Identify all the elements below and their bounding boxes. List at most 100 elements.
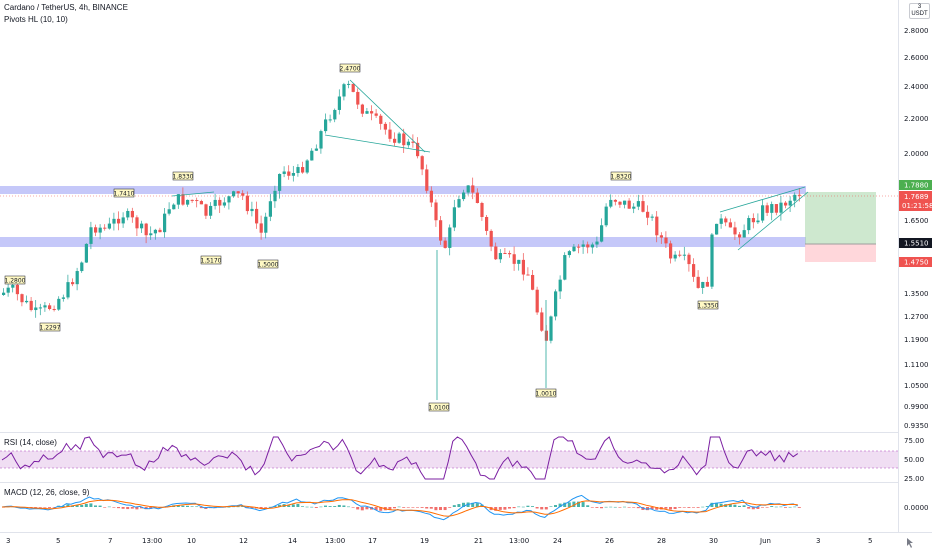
candle-body bbox=[632, 206, 636, 209]
svg-text:1.7880: 1.7880 bbox=[904, 182, 929, 190]
macd-bar bbox=[38, 507, 42, 508]
candle-body bbox=[457, 199, 461, 208]
macd-bar bbox=[199, 507, 203, 509]
candle-body bbox=[646, 211, 650, 218]
macd-bar bbox=[669, 507, 672, 510]
macd-label[interactable]: MACD (12, 26, close, 9) bbox=[4, 488, 90, 497]
candle-body bbox=[577, 246, 581, 248]
macd-bar bbox=[52, 507, 56, 508]
svg-text:0.9350: 0.9350 bbox=[904, 422, 929, 430]
time-axis[interactable]: 3 5 7 13:00 10 12 14 13:00 17 19 21 13:0… bbox=[6, 537, 872, 545]
macd-bar bbox=[770, 506, 774, 507]
macd-bar bbox=[84, 503, 88, 507]
candle-body bbox=[397, 133, 401, 143]
currency-badge[interactable]: 3 USDT bbox=[909, 3, 930, 19]
macd-bar bbox=[728, 504, 732, 507]
svg-text:1.8330: 1.8330 bbox=[173, 174, 194, 181]
candle-body bbox=[149, 233, 153, 236]
macd-bar bbox=[80, 504, 84, 507]
candle-body bbox=[797, 194, 801, 196]
candle-body bbox=[144, 223, 148, 236]
rsi-label[interactable]: RSI (14, close) bbox=[4, 438, 57, 447]
macd-bar bbox=[135, 507, 139, 510]
candle-body bbox=[66, 282, 70, 298]
macd-bar bbox=[374, 507, 378, 511]
svg-text:1.1100: 1.1100 bbox=[904, 361, 929, 369]
candle-body bbox=[724, 218, 728, 223]
candle-body bbox=[273, 190, 277, 202]
pivot-high-label: 1.7410 bbox=[114, 188, 135, 198]
macd-bar bbox=[328, 506, 332, 507]
svg-text:0.9900: 0.9900 bbox=[904, 403, 929, 411]
macd-bar bbox=[287, 505, 291, 507]
candle-body bbox=[222, 202, 226, 206]
macd-bar bbox=[503, 507, 507, 510]
candle-body bbox=[319, 131, 323, 149]
candle-body bbox=[360, 104, 364, 114]
macd-bar bbox=[544, 507, 548, 510]
candle-body bbox=[117, 218, 121, 224]
macd-bar bbox=[388, 507, 392, 510]
long-position-stop[interactable] bbox=[805, 244, 876, 262]
pivot-high-label: 1.8330 bbox=[173, 171, 194, 181]
candle-body bbox=[751, 218, 755, 223]
macd-bar bbox=[600, 507, 603, 509]
macd-bar bbox=[457, 504, 461, 507]
candle-body bbox=[158, 229, 162, 233]
cursor-icon[interactable] bbox=[907, 538, 913, 548]
candle-body bbox=[181, 194, 185, 205]
svg-text:1.3350: 1.3350 bbox=[698, 303, 719, 310]
indicator-label[interactable]: Pivots HL (10, 10) bbox=[4, 15, 68, 24]
pivot-high-label: 1.2800 bbox=[5, 275, 26, 285]
pivot-low-label: 1.5170 bbox=[201, 255, 222, 265]
macd-bar bbox=[337, 504, 341, 507]
candle-body bbox=[480, 202, 484, 217]
price-axis[interactable]: 2.8000 2.6000 2.4000 2.2000 2.0000 1.650… bbox=[899, 27, 932, 430]
macd-bar bbox=[393, 507, 396, 509]
macd-bar bbox=[397, 506, 401, 508]
candle-body bbox=[595, 241, 599, 245]
macd-bar bbox=[480, 504, 484, 507]
candle-body bbox=[761, 205, 765, 221]
candle-body bbox=[705, 281, 709, 287]
svg-text:0.0000: 0.0000 bbox=[904, 504, 929, 512]
macd-bar bbox=[379, 507, 383, 511]
svg-text:2.8000: 2.8000 bbox=[904, 27, 929, 35]
candle-body bbox=[2, 292, 6, 295]
svg-text:12: 12 bbox=[239, 537, 248, 545]
macd-bar bbox=[402, 507, 406, 508]
candle-body bbox=[75, 271, 79, 285]
macd-bar bbox=[475, 503, 479, 507]
svg-text:30: 30 bbox=[709, 537, 718, 545]
svg-text:1.0100: 1.0100 bbox=[429, 405, 450, 412]
macd-bar bbox=[554, 505, 557, 507]
candle-body bbox=[268, 201, 272, 217]
support-zone[interactable] bbox=[0, 237, 806, 247]
rsi-pane[interactable]: 75.00 50.00 25.00 bbox=[0, 436, 924, 483]
trendlines[interactable] bbox=[171, 79, 809, 251]
long-position-target[interactable] bbox=[805, 192, 876, 244]
pivot-low-label: 1.2297 bbox=[40, 322, 61, 332]
candle-body bbox=[586, 244, 590, 248]
macd-bar bbox=[521, 506, 525, 508]
svg-text:1.4750: 1.4750 bbox=[904, 259, 929, 267]
svg-text:Jun: Jun bbox=[759, 537, 771, 545]
candle-body bbox=[310, 150, 314, 161]
macd-pane[interactable]: 0.0000 bbox=[1, 494, 929, 521]
macd-bar bbox=[664, 507, 668, 509]
svg-text:19: 19 bbox=[420, 537, 429, 545]
svg-text:13:00: 13:00 bbox=[509, 537, 529, 545]
svg-text:28: 28 bbox=[657, 537, 666, 545]
candle-body bbox=[218, 199, 222, 206]
svg-text:1.0500: 1.0500 bbox=[904, 382, 929, 390]
candles[interactable] bbox=[2, 80, 801, 400]
candle-body bbox=[692, 264, 696, 277]
macd-bar bbox=[264, 507, 268, 508]
candle-body bbox=[600, 225, 604, 242]
macd-bar bbox=[788, 506, 792, 508]
candle-body bbox=[682, 254, 686, 256]
resistance-zone[interactable] bbox=[0, 186, 806, 194]
candle-body bbox=[498, 253, 502, 260]
candle-body bbox=[535, 289, 539, 313]
